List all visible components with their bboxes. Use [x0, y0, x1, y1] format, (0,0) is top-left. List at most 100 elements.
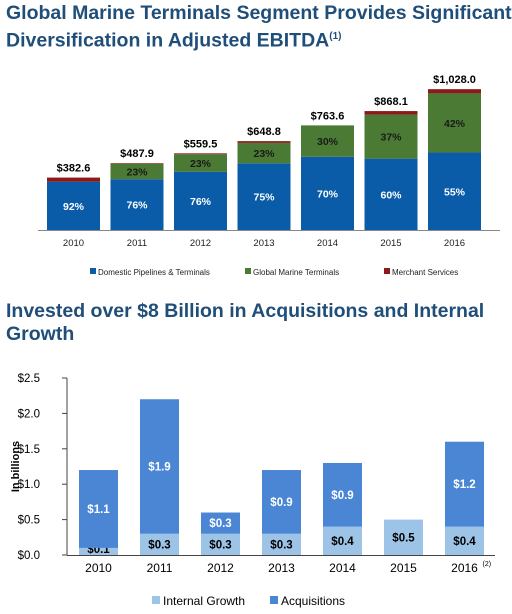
bar-segment — [428, 93, 481, 153]
bar-segment — [364, 158, 418, 230]
bar-segment-label: 76% — [126, 200, 148, 212]
bar-segment-label: 37% — [380, 132, 402, 144]
bar-segment — [174, 153, 227, 155]
bar-segment-label: 42% — [444, 118, 466, 130]
bar-segment — [110, 163, 164, 164]
total-label: $868.1 — [374, 96, 408, 108]
x-tick-label: 2013 — [268, 561, 295, 575]
bar-segment — [237, 141, 291, 143]
x-tick-label: 2011 — [147, 561, 173, 575]
x-tick-label: 2015 — [380, 238, 401, 249]
bar-segment-label: $0.3 — [270, 539, 292, 551]
bar-segment — [237, 163, 291, 230]
bar-segment — [140, 399, 179, 534]
legend-label: Global Marine Terminals — [253, 268, 339, 277]
chart1-title: Global Marine Terminals Segment Provides… — [6, 2, 512, 52]
bar-segment — [428, 152, 481, 230]
legend: Domestic Pipelines & Terminals Global Mar… — [90, 268, 458, 277]
bar-segment — [364, 111, 418, 115]
x-tick-label: 2011 — [127, 238, 147, 249]
legend-label: Internal Growth — [163, 594, 245, 608]
x-tick-label: 2016 — [444, 238, 465, 249]
bar-segment-label: $1.2 — [453, 479, 475, 491]
bar-segment — [262, 470, 301, 534]
legend-swatch — [90, 268, 96, 274]
x-tick-label: 2013 — [253, 238, 274, 249]
bar-segment — [174, 154, 227, 172]
y-axis-label: In billions — [10, 441, 22, 492]
bar-segment-label: 70% — [317, 188, 339, 200]
bar-segment-label: 55% — [444, 186, 466, 198]
x-tick-label: 2012 — [190, 238, 211, 249]
bar-segment — [364, 114, 418, 159]
legend: Internal Growth Acquisitions — [152, 594, 345, 608]
bar-segment-label: 76% — [190, 196, 212, 208]
bar-segment — [301, 125, 354, 157]
legend-swatch — [384, 268, 390, 274]
legend-label: Acquisitions — [281, 594, 345, 608]
bar-segment — [262, 533, 301, 555]
y-tick-label: $0.5 — [18, 515, 40, 527]
y-tick-label: $1.5 — [18, 444, 40, 456]
x-tick-label: 2010 — [63, 238, 84, 249]
x-tick-label: 2016 — [451, 561, 478, 575]
total-label: $487.9 — [120, 148, 154, 160]
bar-segment-label: 60% — [380, 189, 402, 201]
bar-segment — [140, 533, 179, 555]
y-tick-label: $1.0 — [18, 479, 40, 491]
legend-label: Merchant Services — [392, 268, 458, 277]
bar-segment — [110, 179, 164, 230]
total-label: $648.8 — [247, 126, 281, 138]
x-tick-label: 2014 — [317, 238, 338, 249]
x-tick-label: 2015 — [390, 561, 417, 575]
x-tick-label: 2012 — [207, 561, 234, 575]
bar-segment-label: $0.4 — [453, 536, 476, 548]
chart1-title-footnote: (1) — [329, 31, 342, 42]
y-tick-label: $0.0 — [18, 550, 40, 562]
bar-segment-label: $0.3 — [209, 539, 231, 551]
investment-chart: $0.0$0.5$1.0$1.5$2.0$2.5In billions$0.1$… — [10, 373, 495, 608]
bar-segment — [79, 470, 118, 548]
bar-segment-label: $0.9 — [270, 497, 292, 509]
bar-segment — [323, 462, 362, 527]
ebitda-chart: 92% $382.6 2010 76% 23% $487.9 2011 76% 23% $559.… — [38, 74, 500, 277]
legend-swatch — [152, 596, 160, 604]
bar-segment — [237, 142, 291, 164]
x-tick-footnote: (2) — [483, 561, 492, 568]
total-label: $382.6 — [57, 163, 91, 175]
total-label: $763.6 — [311, 110, 345, 122]
bar-segment — [428, 89, 481, 94]
bar-segment — [445, 526, 484, 555]
bar-segment-label: $0.3 — [148, 539, 170, 551]
bar-segment-label: 92% — [63, 201, 85, 213]
bar-segment — [47, 177, 100, 182]
legend-swatch — [245, 268, 251, 274]
bar-segment — [79, 547, 118, 555]
chart2-title: Invested over $8 Billion in Acquisitions… — [6, 300, 485, 345]
total-label: $559.5 — [184, 138, 218, 150]
bar-segment — [445, 441, 484, 527]
x-tick-label: 2014 — [329, 561, 356, 575]
bar-segment-label: $0.5 — [392, 532, 415, 544]
bar-segment — [323, 526, 362, 555]
bar-segment-label: 23% — [190, 158, 212, 170]
y-tick-label: $2.5 — [18, 373, 40, 385]
bar-segment-label: 23% — [253, 148, 275, 160]
bar-segment-label: $0.9 — [331, 490, 353, 502]
x-tick-label: 2010 — [85, 561, 112, 575]
bar-segment-label: $1.1 — [87, 504, 110, 516]
bar-segment-label: $0.4 — [331, 536, 354, 548]
bar-segment — [47, 181, 100, 230]
bar-segment-label: $0.3 — [209, 518, 231, 530]
bar-segment-label: 30% — [317, 136, 339, 148]
total-label: $1,028.0 — [433, 74, 476, 86]
bar-segment — [110, 163, 164, 180]
legend-swatch — [270, 596, 278, 604]
bar-segment — [301, 156, 354, 230]
bar-segment-label: $1.9 — [148, 462, 170, 474]
bar-segment — [201, 533, 240, 555]
bar-segment — [174, 171, 227, 230]
legend-label: Domestic Pipelines & Terminals — [98, 268, 210, 277]
bar-segment-label: 23% — [126, 167, 148, 179]
bar-segment-label: 75% — [253, 192, 275, 204]
